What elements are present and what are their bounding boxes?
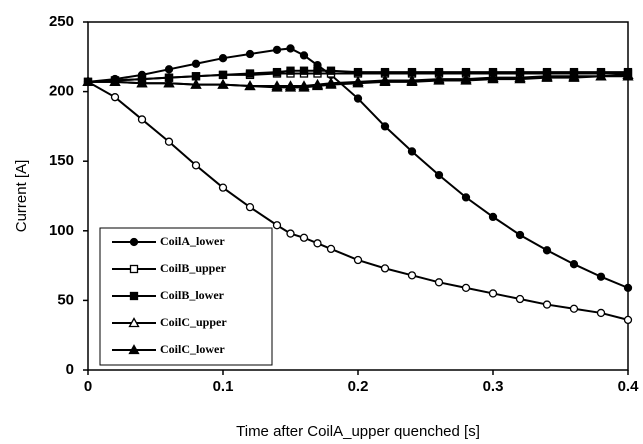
marker <box>406 76 418 87</box>
marker <box>245 202 255 212</box>
marker <box>286 66 295 75</box>
marker <box>569 304 579 313</box>
marker <box>569 260 579 269</box>
marker <box>353 255 363 265</box>
marker <box>217 78 229 89</box>
marker <box>568 71 580 82</box>
marker <box>313 239 322 248</box>
marker <box>191 72 201 81</box>
marker <box>272 221 282 230</box>
marker <box>596 272 606 281</box>
y-tick-label: 100 <box>49 222 74 239</box>
marker <box>82 76 94 87</box>
marker <box>299 66 309 75</box>
legend-label: CoilB_lower <box>160 288 225 302</box>
marker <box>325 78 337 89</box>
marker <box>244 80 256 91</box>
marker <box>164 65 174 74</box>
marker <box>407 271 417 280</box>
y-tick-label: 250 <box>49 13 74 30</box>
marker <box>129 291 139 301</box>
marker <box>434 170 444 180</box>
marker <box>461 193 471 202</box>
x-axis-label: Time after CoilA_upper quenched [s] <box>236 423 480 440</box>
x-tick-label: 0.3 <box>483 378 504 395</box>
marker <box>407 67 417 77</box>
marker <box>164 137 174 146</box>
marker <box>245 69 255 78</box>
marker <box>595 70 607 81</box>
marker <box>190 78 202 89</box>
x-tick-label: 0.1 <box>213 378 234 395</box>
marker <box>271 81 283 92</box>
marker <box>136 77 148 88</box>
marker <box>542 300 552 309</box>
y-tick-label: 0 <box>66 361 74 378</box>
marker <box>272 45 282 54</box>
marker <box>299 233 309 242</box>
marker <box>353 94 363 103</box>
legend-label: CoilC_upper <box>160 315 227 329</box>
marker <box>326 66 336 75</box>
y-tick-label: 50 <box>57 291 74 308</box>
marker <box>541 71 553 82</box>
marker <box>407 147 417 156</box>
marker <box>128 317 140 328</box>
legend-label: CoilA_lower <box>160 234 225 248</box>
marker <box>352 77 364 88</box>
marker <box>461 283 471 293</box>
marker <box>313 66 322 75</box>
marker <box>311 80 324 91</box>
marker <box>596 308 606 318</box>
marker <box>110 93 120 102</box>
marker <box>623 315 633 325</box>
marker <box>137 115 147 124</box>
marker <box>622 70 634 81</box>
marker <box>623 283 633 293</box>
x-tick-label: 0 <box>84 378 92 395</box>
marker <box>515 294 525 304</box>
legend-label: CoilB_upper <box>160 261 227 275</box>
x-tick-label: 0.4 <box>618 378 640 395</box>
marker <box>379 76 391 87</box>
marker <box>515 230 525 240</box>
marker <box>298 81 310 92</box>
x-tick-label: 0.2 <box>348 378 369 395</box>
marker <box>488 289 498 298</box>
marker <box>514 73 526 84</box>
marker <box>218 183 228 192</box>
marker <box>245 49 255 59</box>
y-axis-label: Current [A] <box>13 160 30 233</box>
marker <box>218 70 228 80</box>
marker <box>109 76 121 87</box>
marker <box>218 54 228 63</box>
legend-label: CoilC_lower <box>160 342 225 356</box>
marker <box>487 73 499 84</box>
marker <box>380 264 390 273</box>
marker <box>191 161 201 170</box>
marker <box>488 212 498 222</box>
marker <box>191 59 201 68</box>
marker <box>380 67 390 77</box>
marker <box>286 44 295 53</box>
marker <box>128 344 140 355</box>
marker <box>272 67 282 77</box>
marker <box>163 77 175 88</box>
y-tick-label: 150 <box>49 152 74 169</box>
marker <box>542 246 552 255</box>
marker <box>460 74 472 85</box>
marker <box>284 81 297 92</box>
marker <box>433 74 445 85</box>
marker <box>299 51 309 60</box>
marker <box>326 244 336 254</box>
marker <box>434 278 444 287</box>
marker <box>380 122 390 131</box>
marker <box>286 229 295 238</box>
marker <box>129 237 139 247</box>
y-tick-label: 200 <box>49 83 74 100</box>
marker <box>353 67 363 77</box>
marker <box>129 264 139 274</box>
